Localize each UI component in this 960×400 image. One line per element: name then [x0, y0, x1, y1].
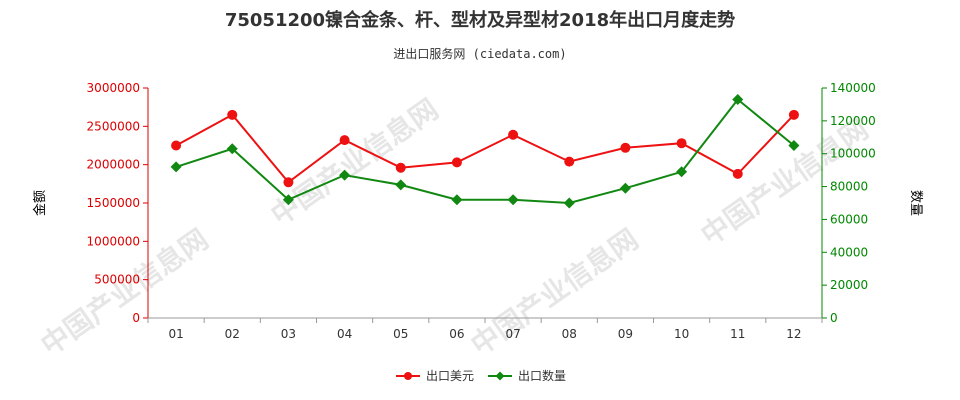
axes: 0500000100000015000002000000250000030000…: [87, 81, 876, 341]
legend-item: 出口数量: [488, 368, 566, 383]
series-point: [395, 162, 406, 173]
left-axis-title: 金额: [32, 190, 48, 216]
series-point: [451, 157, 462, 168]
series-point: [564, 156, 575, 167]
series-point: [226, 143, 238, 155]
x-tick-label: 02: [225, 327, 240, 341]
series-line: [175, 98, 795, 205]
series-point: [620, 142, 631, 153]
left-tick-label: 0: [132, 311, 140, 325]
left-tick-label: 1000000: [87, 234, 140, 248]
right-tick-label: 40000: [830, 245, 868, 259]
series-line: [175, 113, 795, 184]
legend-item: 出口美元: [396, 369, 474, 383]
series-point: [788, 109, 799, 120]
x-tick-label: 07: [505, 327, 520, 341]
right-tick-label: 0: [830, 311, 838, 325]
series-point: [339, 135, 350, 146]
legend-swatch-marker: [495, 371, 505, 381]
series-point: [282, 194, 294, 206]
chart-subtitle: 进出口服务网 (ciedata.com): [393, 46, 566, 61]
left-tick-label: 1500000: [87, 196, 140, 210]
series-point: [170, 161, 182, 173]
right-tick-label: 60000: [830, 212, 868, 226]
left-tick-label: 500000: [94, 273, 140, 287]
series-point: [788, 140, 800, 151]
right-tick-label: 80000: [830, 180, 868, 194]
watermark-text: 中国产业信息网: [265, 92, 444, 231]
right-tick-label: 120000: [830, 114, 876, 128]
legend: 出口美元 出口数量: [396, 368, 566, 383]
x-tick-label: 12: [786, 327, 801, 341]
legend-label: 出口美元: [426, 369, 474, 383]
series-point: [283, 177, 294, 188]
left-tick-label: 2500000: [87, 119, 140, 133]
chart-title: 75051200镍合金条、杆、型材及异型材2018年出口月度走势: [225, 9, 735, 31]
series-point: [395, 179, 407, 191]
series-point: [676, 138, 687, 149]
series-export-value: [171, 109, 799, 188]
x-tick-label: 09: [618, 327, 633, 341]
x-tick-label: 10: [674, 327, 689, 341]
series-export-quantity: [170, 94, 800, 209]
right-tick-label: 140000: [830, 81, 876, 95]
right-tick-label: 100000: [830, 147, 876, 161]
series-point: [563, 197, 575, 209]
x-tick-label: 01: [168, 327, 183, 341]
x-tick-label: 08: [562, 327, 577, 341]
x-tick-label: 05: [393, 327, 408, 341]
legend-swatch-marker: [404, 372, 412, 380]
series-point: [451, 194, 463, 206]
legend-label: 出口数量: [518, 368, 566, 383]
series-point: [732, 94, 744, 105]
left-tick-label: 2000000: [87, 158, 140, 172]
x-tick-label: 04: [337, 327, 352, 341]
series-point: [732, 168, 743, 179]
watermark-text: 中国产业信息网: [465, 222, 644, 361]
left-tick-label: 3000000: [87, 81, 140, 95]
series-point: [227, 109, 238, 120]
series-point: [339, 169, 351, 181]
series-point: [508, 129, 519, 140]
series-layer: [170, 94, 800, 209]
right-axis-title: 数量: [908, 190, 923, 216]
series-point: [507, 194, 519, 206]
x-tick-label: 03: [281, 327, 296, 341]
x-tick-label: 11: [730, 327, 745, 341]
right-tick-label: 20000: [830, 278, 868, 292]
series-point: [171, 140, 182, 151]
x-tick-label: 06: [449, 327, 464, 341]
series-point: [619, 182, 631, 194]
series-point: [676, 166, 688, 178]
